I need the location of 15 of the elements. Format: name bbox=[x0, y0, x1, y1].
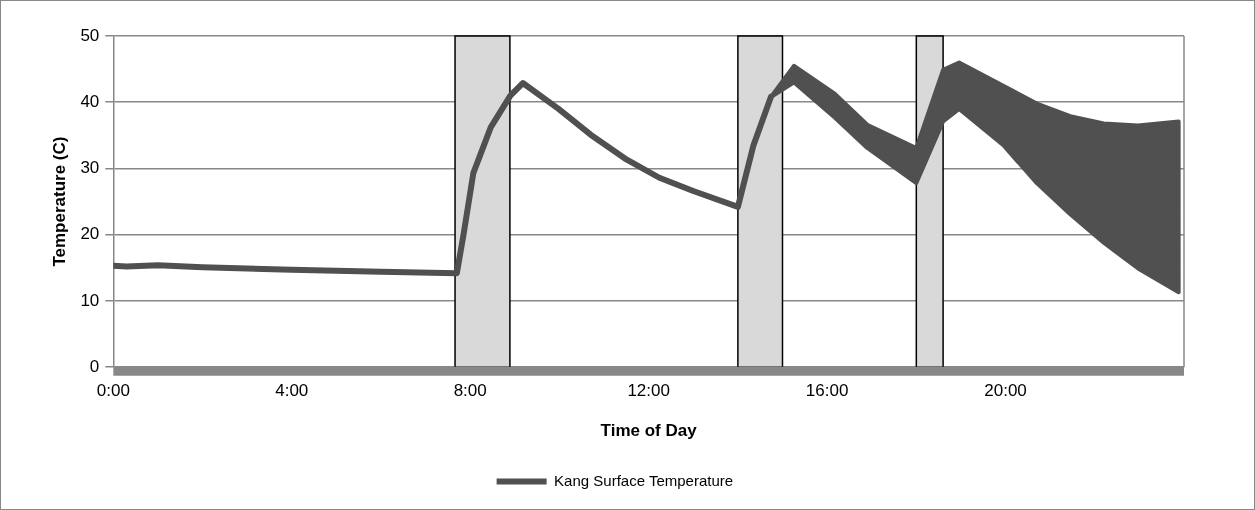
x-tick-label: 4:00 bbox=[275, 381, 309, 401]
x-tick-label: 8:00 bbox=[453, 381, 487, 401]
y-tick-label: 40 bbox=[80, 91, 100, 111]
x-tick-label: 12:00 bbox=[627, 381, 670, 401]
y-tick-label: 10 bbox=[80, 290, 100, 310]
y-tick-label: 20 bbox=[80, 224, 100, 244]
x-axis-title: Time of Day bbox=[600, 421, 698, 441]
y-tick-label: 50 bbox=[80, 25, 100, 45]
y-tick-label: 30 bbox=[80, 158, 100, 178]
x-tick-label: 20:00 bbox=[984, 381, 1027, 401]
x-tick-label: 0:00 bbox=[96, 381, 130, 401]
y-axis-title: Temperature (C) bbox=[49, 136, 69, 267]
x-tick-label: 16:00 bbox=[805, 381, 849, 401]
legend-label: Kang Surface Temperature bbox=[554, 471, 734, 489]
y-tick-label: 0 bbox=[89, 356, 100, 376]
